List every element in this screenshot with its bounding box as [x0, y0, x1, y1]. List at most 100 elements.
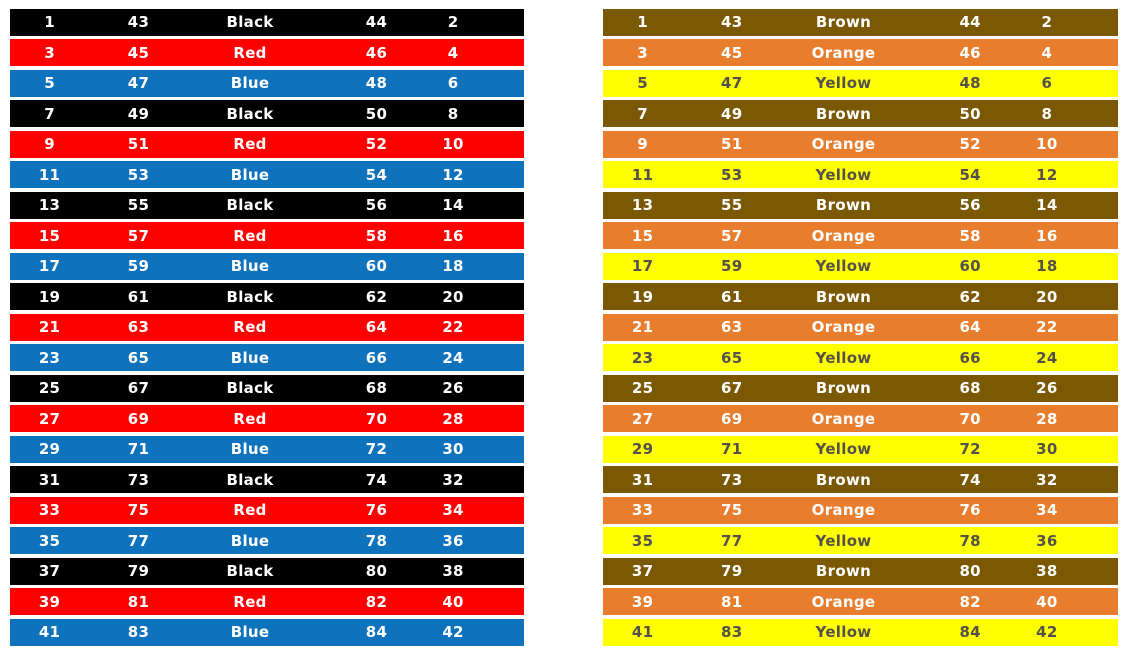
pin-number-left-inner: 75 — [127, 501, 150, 520]
color-name-label: Brown — [815, 13, 872, 32]
table-row: 7 49 Black 50 8 — [10, 100, 524, 128]
color-name-label: Orange — [811, 226, 876, 245]
table-row: 39 81 Orange 82 40 — [603, 588, 1118, 616]
color-name-label: Orange — [811, 409, 876, 428]
pin-number-left-outer: 41 — [631, 623, 654, 642]
table-row: 13 55 Black 56 14 — [10, 191, 524, 219]
pin-number-left-inner: 81 — [721, 592, 743, 611]
pin-number-left-outer: 33 — [38, 501, 61, 520]
pin-number-right-outer: 10 — [442, 135, 464, 154]
pin-number-right-inner: 72 — [959, 440, 981, 459]
pin-number-right-outer: 42 — [442, 623, 464, 642]
pin-number-left-outer: 27 — [631, 409, 654, 428]
table-row: 3 45 Red 46 4 — [10, 39, 524, 67]
pin-number-right-inner: 82 — [959, 592, 981, 611]
pin-number-right-inner: 48 — [959, 74, 981, 93]
pin-number-left-outer: 1 — [637, 13, 649, 32]
pin-number-right-inner: 80 — [959, 562, 981, 581]
pin-number-right-outer: 2 — [1041, 13, 1053, 32]
table-row: 3 45 Orange 46 4 — [603, 39, 1118, 67]
pin-number-right-outer: 12 — [1036, 165, 1058, 184]
table-row: 13 55 Brown 56 14 — [603, 191, 1118, 219]
pin-number-left-inner: 79 — [127, 562, 150, 581]
color-name-label: Brown — [815, 470, 872, 489]
pin-number-left-outer: 13 — [38, 196, 61, 215]
pin-number-left-outer: 3 — [637, 43, 649, 62]
pin-number-left-outer: 31 — [631, 470, 654, 489]
right-pinout-table: 1 43 Brown 44 2 3 45 Orange 46 4 5 47 Ye… — [603, 9, 1118, 646]
pin-number-right-outer: 26 — [442, 379, 464, 398]
pin-number-right-inner: 52 — [365, 135, 388, 154]
pin-number-right-outer: 42 — [1036, 623, 1058, 642]
pin-number-right-inner: 54 — [959, 165, 981, 184]
table-row: 23 65 Yellow 66 24 — [603, 344, 1118, 372]
pin-number-right-outer: 34 — [1036, 501, 1058, 520]
pin-number-left-outer: 5 — [44, 74, 55, 93]
pin-number-right-outer: 28 — [442, 409, 464, 428]
color-name-label: Orange — [811, 43, 876, 62]
table-row: 35 77 Yellow 78 36 — [603, 527, 1118, 555]
pin-number-left-inner: 71 — [721, 440, 743, 459]
pin-number-right-outer: 32 — [442, 470, 464, 489]
color-name-label: Yellow — [815, 623, 872, 642]
pin-number-right-outer: 34 — [442, 501, 464, 520]
pin-number-left-inner: 63 — [721, 318, 743, 337]
table-row: 41 83 Blue 84 42 — [10, 618, 524, 646]
pin-number-right-outer: 36 — [1036, 531, 1058, 550]
table-row: 17 59 Yellow 60 18 — [603, 252, 1118, 280]
pin-number-left-outer: 27 — [38, 409, 61, 428]
pin-number-right-inner: 46 — [365, 43, 388, 62]
pin-number-right-inner: 76 — [959, 501, 981, 520]
color-name-label: Brown — [815, 287, 872, 306]
pin-number-right-outer: 38 — [1036, 562, 1058, 581]
color-name-label: Orange — [811, 318, 876, 337]
pin-number-right-outer: 2 — [447, 13, 459, 32]
pin-number-right-outer: 30 — [442, 440, 464, 459]
color-name-label: Orange — [811, 501, 876, 520]
color-name-label: Black — [226, 562, 274, 581]
pin-number-left-inner: 47 — [127, 74, 150, 93]
color-name-label: Black — [226, 196, 274, 215]
pin-number-left-inner: 67 — [721, 379, 743, 398]
pin-number-left-outer: 29 — [631, 440, 654, 459]
pin-number-left-outer: 41 — [38, 623, 61, 642]
pin-number-left-outer: 13 — [631, 196, 654, 215]
pin-number-right-inner: 60 — [365, 257, 388, 276]
pin-number-right-inner: 60 — [959, 257, 981, 276]
pin-number-left-inner: 83 — [721, 623, 743, 642]
color-name-label: Red — [233, 592, 267, 611]
color-name-label: Yellow — [815, 440, 872, 459]
pin-number-right-outer: 6 — [1041, 74, 1053, 93]
pin-number-right-outer: 22 — [442, 318, 464, 337]
pin-number-right-inner: 62 — [959, 287, 981, 306]
pin-number-right-inner: 84 — [959, 623, 981, 642]
pin-number-left-outer: 23 — [38, 348, 61, 367]
pin-number-left-inner: 63 — [127, 318, 150, 337]
pin-number-left-outer: 35 — [631, 531, 654, 550]
color-name-label: Blue — [230, 257, 270, 276]
table-row: 21 63 Orange 64 22 — [603, 313, 1118, 341]
pin-number-left-outer: 17 — [631, 257, 654, 276]
pin-number-right-inner: 76 — [365, 501, 388, 520]
table-row: 29 71 Blue 72 30 — [10, 435, 524, 463]
pin-number-right-inner: 54 — [365, 165, 388, 184]
table-row: 17 59 Blue 60 18 — [10, 252, 524, 280]
pin-number-right-outer: 24 — [1036, 348, 1058, 367]
color-name-label: Black — [226, 13, 274, 32]
pin-number-left-inner: 61 — [721, 287, 743, 306]
pin-number-right-inner: 46 — [959, 43, 981, 62]
pin-number-left-inner: 65 — [127, 348, 150, 367]
table-row: 41 83 Yellow 84 42 — [603, 618, 1118, 646]
pin-number-right-outer: 28 — [1036, 409, 1058, 428]
pin-number-right-inner: 58 — [365, 226, 388, 245]
left-pinout-table: 1 43 Black 44 2 3 45 Red 46 4 5 47 Blue … — [10, 9, 524, 646]
table-row: 19 61 Brown 62 20 — [603, 283, 1118, 311]
pin-number-left-inner: 75 — [721, 501, 743, 520]
table-row: 37 79 Black 80 38 — [10, 557, 524, 585]
pin-number-right-outer: 20 — [442, 287, 464, 306]
pin-number-left-outer: 7 — [44, 104, 55, 123]
table-row: 15 57 Red 58 16 — [10, 222, 524, 250]
pin-number-right-inner: 82 — [365, 592, 388, 611]
table-row: 15 57 Orange 58 16 — [603, 222, 1118, 250]
pin-number-left-inner: 73 — [127, 470, 150, 489]
